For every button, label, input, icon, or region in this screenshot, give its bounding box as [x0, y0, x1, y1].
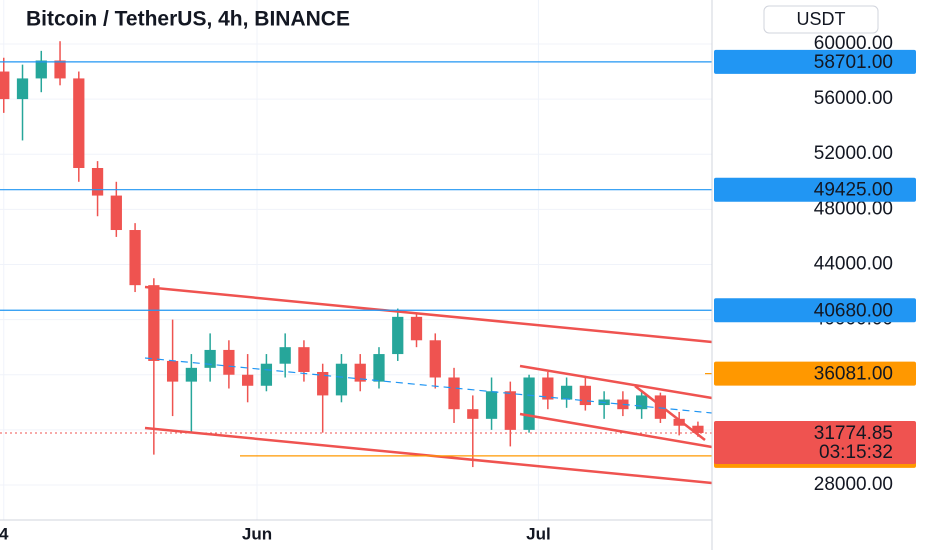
candle-body: [392, 316, 404, 355]
chart-title: Bitcoin / TetherUS, 4h, BINANCE: [26, 8, 350, 31]
y-tick-label: 60000.00: [814, 33, 893, 54]
candle-body: [579, 385, 591, 406]
x-tick-label: 4: [0, 524, 9, 543]
price-label: 49425.00: [814, 180, 893, 201]
dashed-trend-line: [144, 357, 713, 414]
x-tick-label: Jun: [242, 524, 272, 543]
price-label-box: [714, 49, 916, 74]
y-tick-label: 48000.00: [814, 198, 893, 219]
y-tick-label: 28000.00: [814, 474, 893, 495]
y-tick-label: 44000.00: [814, 253, 893, 274]
price-label-box: [714, 361, 916, 386]
y-tick-label: 52000.00: [814, 143, 893, 164]
candle-body: [148, 285, 160, 361]
last-price-box: [714, 420, 916, 464]
price-labels: 58701.0049425.0040680.0036081.0030111.66…: [714, 49, 916, 468]
candle-body: [35, 60, 47, 79]
candle-body: [54, 60, 66, 79]
candle-body: [692, 425, 704, 433]
candle-body: [166, 360, 179, 382]
candle-body: [410, 316, 423, 341]
candle-body: [317, 371, 329, 396]
candle-body: [110, 195, 122, 231]
candle-body: [504, 391, 516, 430]
candle-body: [523, 377, 535, 430]
countdown-label: 03:15:32: [819, 442, 893, 463]
y-tick-label: 56000.00: [814, 88, 893, 109]
price-label: 36081.00: [814, 364, 893, 385]
candle-body: [636, 395, 648, 410]
x-tick-label: Jul: [526, 524, 551, 543]
currency-label[interactable]: USDT: [797, 9, 846, 29]
candle-body: [260, 363, 273, 386]
candle-body: [298, 347, 310, 372]
candle-body: [448, 377, 460, 410]
candle-body: [279, 347, 291, 364]
trend-line: [519, 364, 713, 400]
price-label: 58701.00: [814, 52, 893, 73]
candle-body: [485, 391, 498, 419]
candle-body: [373, 354, 385, 382]
price-label-box: [714, 298, 916, 323]
trend-line: [144, 285, 713, 344]
candle-body: [73, 78, 85, 169]
candle-body: [223, 349, 235, 375]
price-label: 40680.00: [814, 300, 893, 321]
candle-body: [354, 363, 366, 382]
candle-body: [429, 340, 441, 378]
trend-line: [519, 412, 713, 449]
candle-body: [242, 374, 254, 386]
price-label-box: [714, 177, 916, 202]
candle-body: [204, 349, 216, 368]
candle-body: [542, 377, 554, 400]
candle-body: [129, 230, 141, 286]
currency-button[interactable]: [763, 5, 879, 34]
candle-body: [0, 71, 10, 100]
candle-body: [185, 367, 197, 382]
candle-body: [560, 385, 573, 400]
candle-body: [335, 363, 348, 396]
price-lines: [0, 61, 712, 457]
candle-body: [91, 168, 104, 196]
candle-body: [467, 409, 479, 419]
grid: [0, 0, 712, 520]
last-price-label: 31774.85: [814, 423, 893, 444]
candle-body: [673, 418, 685, 426]
trend-line: [634, 385, 706, 441]
candle-body: [16, 78, 29, 100]
